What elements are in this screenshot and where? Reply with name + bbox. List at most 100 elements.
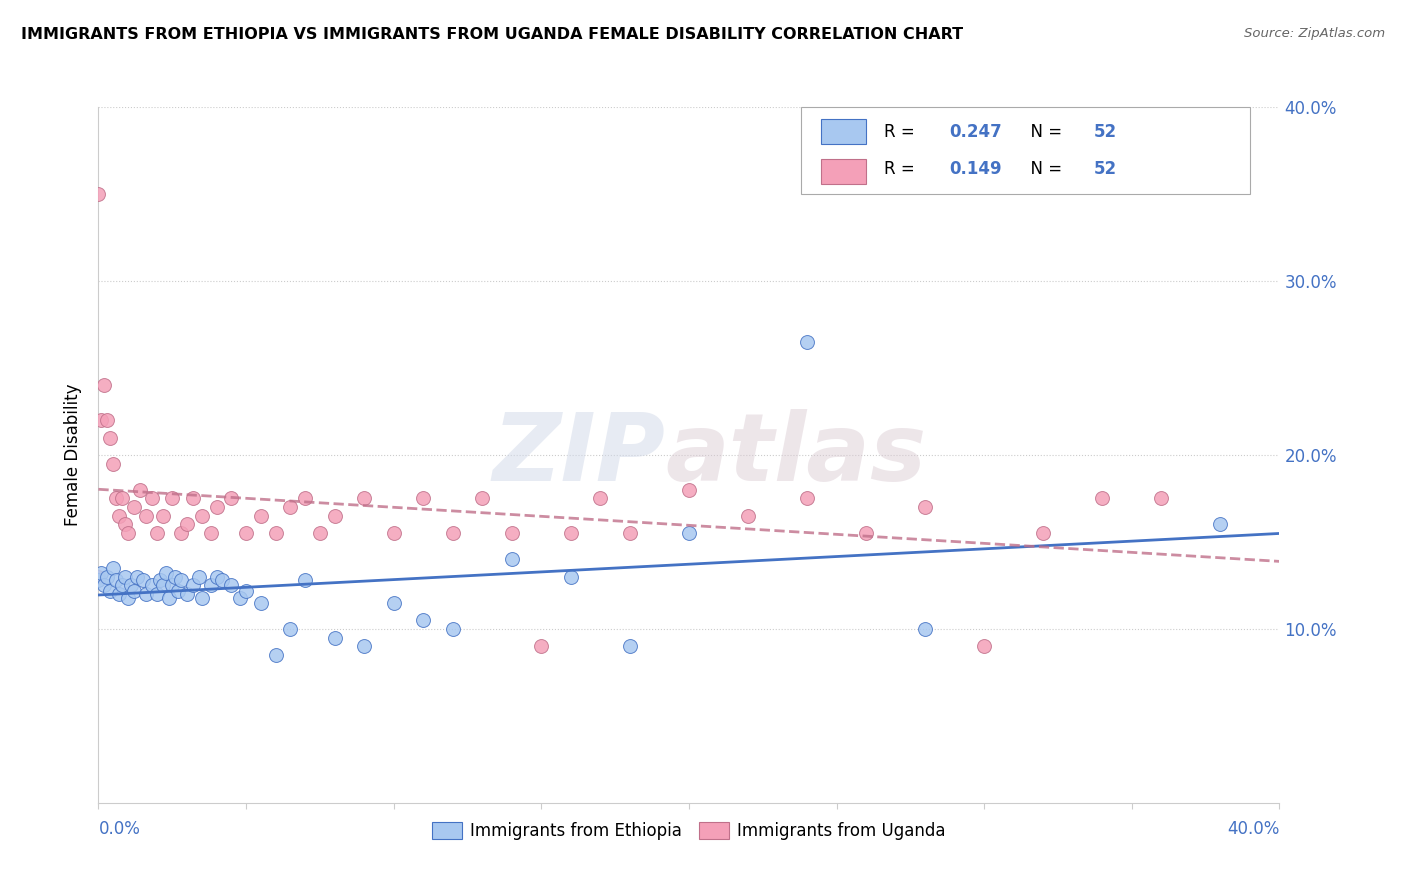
Point [187, 570, 209, 584]
Point [90, 566, 112, 581]
Point [235, 526, 257, 541]
Text: N =: N = [1019, 160, 1067, 178]
Point [1032, 526, 1054, 541]
Text: 0.0%: 0.0% [98, 821, 141, 838]
Point [176, 517, 198, 532]
Point [294, 573, 316, 587]
Text: ZIP: ZIP [492, 409, 665, 501]
Point [678, 526, 700, 541]
Point [264, 526, 287, 541]
Point [135, 587, 157, 601]
Point [96, 570, 118, 584]
Point [120, 578, 142, 592]
FancyBboxPatch shape [821, 159, 866, 184]
Point [412, 491, 434, 506]
Point [170, 526, 193, 541]
Point [323, 631, 346, 645]
Point [146, 587, 169, 601]
Point [219, 491, 242, 506]
Point [501, 526, 523, 541]
Point [181, 578, 204, 592]
Text: 40.0%: 40.0% [1227, 821, 1279, 838]
Point [250, 508, 273, 523]
Point [162, 578, 183, 592]
Point [589, 491, 612, 506]
Point [382, 596, 405, 610]
Point [1150, 491, 1173, 506]
Point [737, 508, 759, 523]
Point [122, 583, 145, 598]
Point [323, 508, 346, 523]
Point [560, 526, 582, 541]
Point [560, 570, 582, 584]
Point [117, 526, 139, 541]
Point [530, 639, 553, 653]
Point [152, 578, 174, 592]
Point [155, 566, 177, 581]
Point [98, 583, 121, 598]
Text: 52: 52 [1094, 160, 1118, 178]
Point [471, 491, 494, 506]
Point [205, 500, 228, 514]
Legend: Immigrants from Ethiopia, Immigrants from Uganda: Immigrants from Ethiopia, Immigrants fro… [426, 815, 952, 847]
Point [96, 413, 118, 427]
Text: R =: R = [884, 160, 920, 178]
Point [141, 491, 163, 506]
Point [914, 500, 936, 514]
Point [309, 526, 332, 541]
Point [855, 526, 877, 541]
Point [87, 573, 110, 587]
Point [105, 573, 128, 587]
Point [229, 591, 252, 605]
Point [157, 591, 180, 605]
Point [114, 517, 136, 532]
Point [501, 552, 523, 566]
Point [128, 483, 150, 497]
Point [117, 591, 139, 605]
Text: 0.247: 0.247 [949, 123, 1001, 141]
Point [353, 491, 375, 506]
Text: atlas: atlas [665, 409, 927, 501]
Point [441, 526, 464, 541]
Point [167, 583, 190, 598]
Point [796, 491, 818, 506]
Point [114, 570, 136, 584]
Point [93, 578, 115, 592]
Point [162, 491, 183, 506]
Point [294, 491, 316, 506]
Y-axis label: Female Disability: Female Disability [65, 384, 83, 526]
Point [149, 573, 172, 587]
Point [108, 587, 131, 601]
Point [441, 622, 464, 636]
Point [382, 526, 405, 541]
Point [235, 583, 257, 598]
Point [796, 334, 818, 349]
Point [105, 491, 128, 506]
Point [135, 508, 157, 523]
Point [914, 622, 936, 636]
Point [353, 639, 375, 653]
Point [93, 378, 115, 392]
Point [205, 570, 228, 584]
Point [181, 491, 204, 506]
Point [111, 578, 134, 592]
Point [264, 648, 287, 662]
Point [278, 500, 302, 514]
Point [108, 508, 131, 523]
Point [98, 431, 121, 445]
Point [619, 639, 641, 653]
Point [200, 526, 222, 541]
Point [619, 526, 641, 541]
Point [152, 508, 174, 523]
Point [111, 491, 134, 506]
Point [678, 483, 700, 497]
Point [122, 500, 145, 514]
Point [125, 570, 148, 584]
Text: N =: N = [1019, 123, 1067, 141]
Point [191, 591, 214, 605]
Text: Source: ZipAtlas.com: Source: ZipAtlas.com [1244, 27, 1385, 40]
Point [176, 587, 198, 601]
Point [219, 578, 242, 592]
Point [165, 570, 187, 584]
Point [146, 526, 169, 541]
